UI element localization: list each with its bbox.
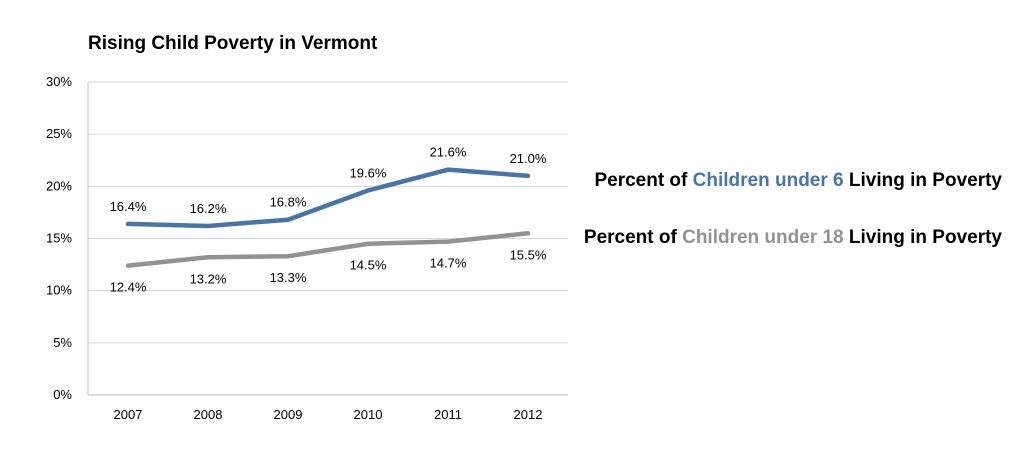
legend: Percent of Children under 6 Living in Po… bbox=[584, 170, 1003, 248]
x-tick-label: 2012 bbox=[514, 407, 543, 422]
y-tick-label: 0% bbox=[53, 387, 72, 402]
data-label: 16.2% bbox=[190, 201, 227, 216]
legend-suffix: Living in Poverty bbox=[844, 227, 1003, 248]
data-label: 16.4% bbox=[110, 199, 147, 214]
data-label: 12.4% bbox=[110, 280, 147, 295]
legend-entry: Percent of Children under 18 Living in P… bbox=[584, 227, 1003, 248]
legend-entry: Percent of Children under 6 Living in Po… bbox=[594, 170, 1002, 191]
y-tick-label: 15% bbox=[46, 231, 72, 246]
data-label: 16.8% bbox=[270, 195, 307, 210]
data-label: 19.6% bbox=[350, 166, 387, 181]
series-group bbox=[125, 167, 531, 268]
legend-suffix: Living in Poverty bbox=[844, 170, 1003, 191]
series-line bbox=[125, 231, 531, 268]
data-label: 13.3% bbox=[270, 270, 307, 285]
legend-prefix: Percent of bbox=[584, 227, 682, 248]
series-line bbox=[125, 167, 531, 229]
x-tick-label: 2007 bbox=[114, 407, 143, 422]
y-tick-label: 25% bbox=[46, 126, 72, 141]
legend-series-name: Children under 6 bbox=[693, 170, 844, 191]
x-tick-label: 2010 bbox=[354, 407, 383, 422]
x-tick-label: 2011 bbox=[434, 407, 462, 422]
x-tick-label: 2009 bbox=[274, 407, 303, 422]
data-label: 14.5% bbox=[350, 258, 387, 273]
data-label: 21.6% bbox=[430, 145, 467, 160]
y-tick-label: 30% bbox=[46, 74, 72, 89]
data-label: 13.2% bbox=[190, 271, 227, 286]
x-tick-label: 2008 bbox=[194, 407, 223, 422]
axes: 0% 5% 10% 15% 20% 25% 30% 2007 2008 2009 2010 2011 2… bbox=[46, 74, 568, 422]
chart-title: Rising Child Poverty in Vermont bbox=[88, 33, 378, 54]
y-tick-label: 20% bbox=[46, 178, 72, 193]
data-label: 21.0% bbox=[510, 151, 547, 166]
legend-series-name: Children under 18 bbox=[682, 227, 844, 248]
gridlines bbox=[88, 81, 568, 344]
y-tick-label: 10% bbox=[46, 283, 72, 298]
data-label: 14.7% bbox=[430, 256, 467, 271]
legend-prefix: Percent of bbox=[594, 170, 692, 191]
data-labels: 16.4% 16.2% 16.8% 19.6% 21.6% 21.0% 12.4% 13.2%… bbox=[110, 145, 547, 295]
y-tick-label: 5% bbox=[53, 335, 72, 350]
data-label: 15.5% bbox=[510, 247, 547, 262]
